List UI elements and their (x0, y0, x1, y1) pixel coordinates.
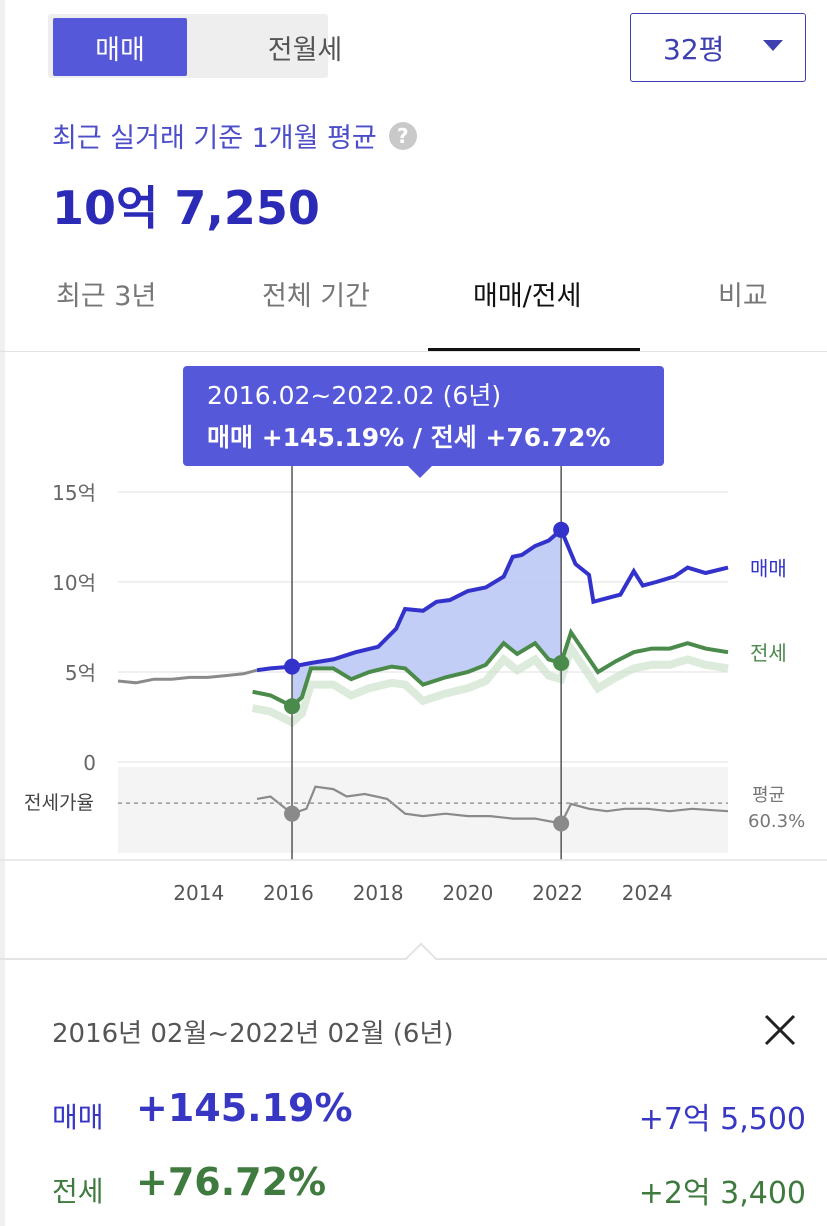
ratio-average-label: 평균 (752, 785, 785, 806)
tab-recent-3y[interactable]: 최근 3년 (56, 281, 157, 312)
y-tick-label: 10억 (52, 571, 96, 595)
jeonse-pct: +76.72% (136, 1160, 327, 1204)
x-tick-label: 2014 (173, 881, 224, 905)
x-tick-label: 2016 (263, 881, 314, 905)
help-icon[interactable]: ? (388, 121, 417, 150)
sale-pct: +145.19% (136, 1086, 353, 1130)
jeonse-line (252, 627, 729, 709)
caret-down-icon (763, 40, 783, 51)
y-tick-label: 5억 (65, 661, 96, 685)
detail-row-sale: 매매 +145.19% +7억 5,500 (52, 1086, 806, 1146)
ratio-line (256, 785, 729, 825)
close-icon[interactable] (760, 1010, 800, 1050)
trade-type-toggle: 매매 전월세 (48, 14, 342, 78)
y-tick-label: 15억 (52, 481, 96, 505)
jeonse-point (284, 698, 301, 715)
tab-sale-jeonse[interactable]: 매매/전세 (473, 281, 582, 312)
tooltip-period: 2016.02~2022.02 (6년) (207, 381, 502, 410)
selection-area (292, 529, 562, 707)
ratio-axis-label: 전세가율 (24, 792, 94, 814)
jeonse-point (553, 655, 570, 671)
tab-compare[interactable]: 비교 (718, 281, 768, 312)
toggle-sale[interactable]: 매매 (53, 18, 187, 76)
sale-line (256, 526, 729, 673)
series-label-sale: 매매 (750, 557, 787, 581)
series-label-jeonse: 전세 (750, 641, 787, 665)
jeonse-range (251, 639, 729, 728)
chart-tabs: 최근 3년 전체 기간 매매/전세 비교 (0, 262, 827, 352)
left-border (0, 0, 5, 1226)
x-tick-label: 2022 (532, 881, 583, 905)
detail-row-jeonse: 전세 +76.72% +2억 3,400 (52, 1160, 806, 1220)
tab-all-period[interactable]: 전체 기간 (262, 281, 370, 312)
average-price: 10억 7,250 (52, 181, 320, 235)
ratio-average-value: 60.3% (748, 811, 805, 832)
ratio-point (553, 815, 570, 832)
ratio-point (284, 805, 301, 822)
price-subtitle: 최근 실거래 기준 1개월 평균 ? (52, 116, 417, 155)
size-select-value: 32평 (663, 32, 725, 66)
active-tab-underline (428, 348, 640, 351)
sale-line-history (117, 668, 258, 685)
jeonse-label: 전세 (52, 1175, 104, 1208)
ratio-band (118, 767, 728, 853)
x-tick-label: 2018 (353, 881, 404, 905)
x-tick-label: 2020 (442, 881, 493, 905)
sale-amount: +7억 5,500 (638, 1102, 806, 1137)
size-select[interactable]: 32평 (630, 13, 806, 82)
tooltip-change: 매매 +145.19% / 전세 +76.72% (207, 423, 611, 452)
sale-point (284, 658, 301, 675)
tooltip-arrow (408, 466, 432, 478)
detail-notch (405, 942, 437, 974)
selection-tooltip: 2016.02~2022.02 (6년) 매매 +145.19% / 전세 +7… (183, 366, 664, 466)
sale-label: 매매 (52, 1101, 104, 1134)
price-subtitle-text: 최근 실거래 기준 1개월 평균 (52, 123, 377, 154)
y-tick-label: 0 (83, 751, 96, 775)
x-tick-label: 2024 (622, 881, 673, 905)
detail-period: 2016년 02월~2022년 02월 (6년) (52, 1019, 454, 1049)
jeonse-amount: +2억 3,400 (638, 1176, 806, 1211)
toggle-rent[interactable]: 전월세 (267, 34, 343, 66)
sale-point (553, 521, 570, 538)
